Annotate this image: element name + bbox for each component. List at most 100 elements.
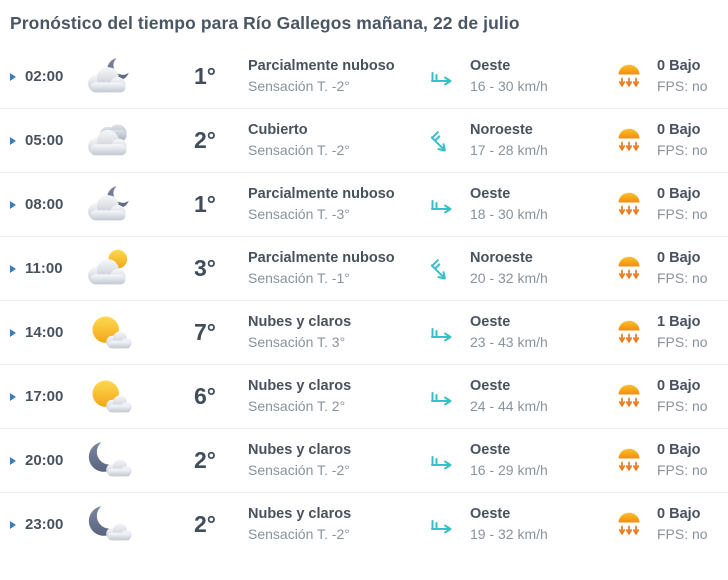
night-partly-cloudy-icon	[78, 55, 140, 99]
condition-label: Nubes y claros	[248, 506, 352, 523]
condition-cell: Nubes y claros Sensación T. -2°	[222, 442, 420, 478]
hour-label: 14:00	[25, 324, 64, 341]
forecast-row[interactable]: 05:00 2° Cubierto Sensación T. -2° Noroe…	[0, 109, 728, 173]
wind-west-icon	[420, 62, 462, 92]
hour-label: 11:00	[25, 260, 63, 277]
feels-like-label: Sensación T. -2°	[248, 77, 350, 94]
forecast-row[interactable]: 11:00 3° Parcialmente nuboso Sensación T…	[0, 237, 728, 301]
wind-direction-label: Oeste	[470, 58, 511, 75]
wind-west-icon	[420, 382, 462, 412]
feels-like-label: Sensación T. -3°	[248, 205, 350, 222]
wind-cell: Oeste 18 - 30 km/h	[462, 186, 610, 222]
uv-cell: 0 Bajo FPS: no	[648, 186, 728, 222]
time-cell: 11:00	[0, 260, 78, 277]
uv-index-icon	[610, 189, 648, 221]
expand-row-icon[interactable]	[10, 136, 16, 145]
wind-direction-label: Oeste	[470, 314, 511, 331]
expand-row-icon[interactable]	[10, 264, 16, 273]
temperature-value: 6°	[194, 383, 216, 409]
feels-like-label: Sensación T. -2°	[248, 461, 350, 478]
wind-northwest-icon	[420, 254, 462, 284]
wind-west-icon	[420, 190, 462, 220]
forecast-row[interactable]: 20:00 2° Nubes y claros Sensación T. -2°…	[0, 429, 728, 493]
temperature-value: 2°	[194, 511, 216, 537]
fps-label: FPS: no	[657, 77, 708, 94]
temperature-value: 2°	[194, 447, 216, 473]
wind-direction-label: Noroeste	[470, 122, 533, 139]
uv-cell: 0 Bajo FPS: no	[648, 250, 728, 286]
forecast-row[interactable]: 14:00 7° Nubes y claros Sensación T. 3° …	[0, 301, 728, 365]
fps-label: FPS: no	[657, 525, 708, 542]
condition-cell: Nubes y claros Sensación T. 2°	[222, 378, 420, 414]
expand-row-icon[interactable]	[10, 72, 16, 81]
wind-west-icon	[420, 446, 462, 476]
wind-speed-label: 16 - 29 km/h	[470, 461, 548, 478]
time-cell: 23:00	[0, 516, 78, 533]
uv-label: 1 Bajo	[657, 314, 701, 331]
feels-like-label: Sensación T. 2°	[248, 397, 346, 414]
fps-label: FPS: no	[657, 205, 708, 222]
wind-direction-label: Oeste	[470, 506, 511, 523]
condition-cell: Parcialmente nuboso Sensación T. -3°	[222, 186, 420, 222]
condition-label: Nubes y claros	[248, 442, 352, 459]
time-cell: 17:00	[0, 388, 78, 405]
fps-label: FPS: no	[657, 141, 708, 158]
condition-label: Parcialmente nuboso	[248, 186, 395, 203]
forecast-table: 02:00 1° Parcialmente nuboso Sensación T…	[0, 45, 728, 556]
forecast-row[interactable]: 23:00 2° Nubes y claros Sensación T. -2°…	[0, 493, 728, 556]
page-title: Pronóstico del tiempo para Río Gallegos …	[10, 13, 520, 33]
hour-label: 20:00	[25, 452, 64, 469]
hour-label: 17:00	[25, 388, 64, 405]
wind-cell: Oeste 19 - 32 km/h	[462, 506, 610, 542]
day-partly-cloudy-icon	[78, 247, 140, 291]
uv-label: 0 Bajo	[657, 378, 701, 395]
uv-label: 0 Bajo	[657, 506, 701, 523]
temperature-value: 7°	[194, 319, 216, 345]
uv-cell: 0 Bajo FPS: no	[648, 122, 728, 158]
overcast-icon	[78, 119, 140, 163]
time-cell: 02:00	[0, 68, 78, 85]
night-clouds-clear-icon	[78, 439, 140, 483]
uv-index-icon	[610, 317, 648, 349]
expand-row-icon[interactable]	[10, 200, 16, 209]
condition-label: Parcialmente nuboso	[248, 250, 395, 267]
expand-row-icon[interactable]	[10, 520, 16, 529]
condition-cell: Parcialmente nuboso Sensación T. -2°	[222, 58, 420, 94]
uv-index-icon	[610, 253, 648, 285]
uv-index-icon	[610, 125, 648, 157]
wind-speed-label: 19 - 32 km/h	[470, 525, 548, 542]
wind-direction-label: Noroeste	[470, 250, 533, 267]
condition-cell: Nubes y claros Sensación T. 3°	[222, 314, 420, 350]
forecast-row[interactable]: 08:00 1° Parcialmente nuboso Sensación T…	[0, 173, 728, 237]
uv-label: 0 Bajo	[657, 122, 701, 139]
forecast-row[interactable]: 02:00 1° Parcialmente nuboso Sensación T…	[0, 45, 728, 109]
condition-cell: Parcialmente nuboso Sensación T. -1°	[222, 250, 420, 286]
expand-row-icon[interactable]	[10, 328, 16, 337]
wind-speed-label: 17 - 28 km/h	[470, 141, 548, 158]
feels-like-label: Sensación T. -1°	[248, 269, 350, 286]
wind-west-icon	[420, 318, 462, 348]
wind-northwest-icon	[420, 126, 462, 156]
expand-row-icon[interactable]	[10, 392, 16, 401]
hour-label: 08:00	[25, 196, 64, 213]
temperature-value: 2°	[194, 127, 216, 153]
night-partly-cloudy-icon	[78, 183, 140, 227]
uv-index-icon	[610, 509, 648, 541]
fps-label: FPS: no	[657, 397, 708, 414]
forecast-row[interactable]: 17:00 6° Nubes y claros Sensación T. 2° …	[0, 365, 728, 429]
condition-cell: Cubierto Sensación T. -2°	[222, 122, 420, 158]
wind-speed-label: 16 - 30 km/h	[470, 77, 548, 94]
uv-label: 0 Bajo	[657, 442, 701, 459]
hour-label: 23:00	[25, 516, 64, 533]
hour-label: 02:00	[25, 68, 64, 85]
day-clouds-clear-icon	[78, 311, 140, 355]
expand-row-icon[interactable]	[10, 456, 16, 465]
feels-like-label: Sensación T. 3°	[248, 333, 346, 350]
condition-cell: Nubes y claros Sensación T. -2°	[222, 506, 420, 542]
condition-label: Parcialmente nuboso	[248, 58, 395, 75]
wind-direction-label: Oeste	[470, 378, 511, 395]
uv-cell: 1 Bajo FPS: no	[648, 314, 728, 350]
feels-like-label: Sensación T. -2°	[248, 525, 350, 542]
time-cell: 14:00	[0, 324, 78, 341]
uv-cell: 0 Bajo FPS: no	[648, 378, 728, 414]
